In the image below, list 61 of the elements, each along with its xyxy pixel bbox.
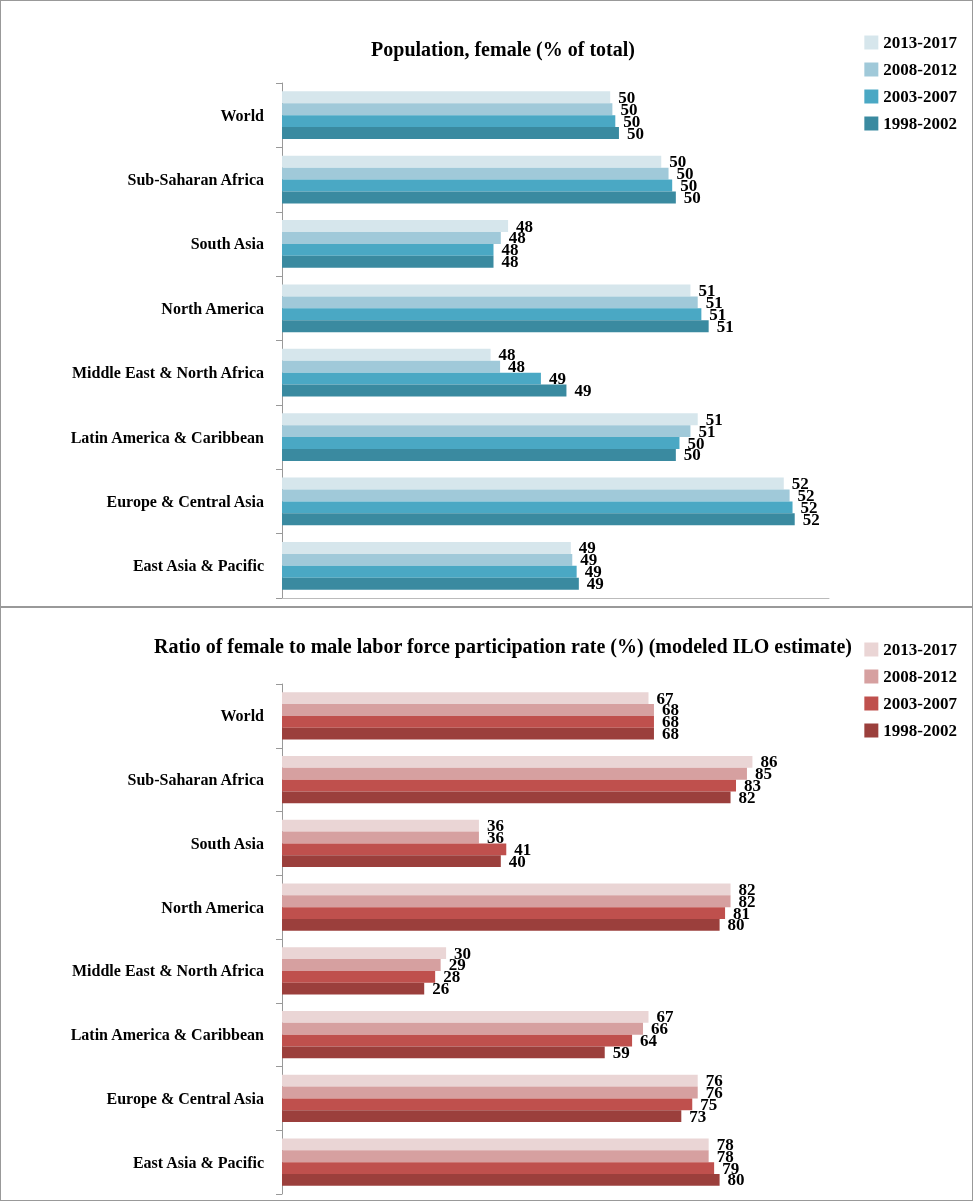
y-tick-label: East Asia & Pacific [132, 1153, 264, 1171]
bar [282, 704, 654, 716]
bar [282, 982, 425, 995]
y-tick-label: Sub-Saharan Africa [127, 771, 264, 789]
bar [282, 1074, 698, 1087]
y-tick-label: Europe & Central Asia [106, 492, 264, 511]
bar [282, 959, 441, 971]
data-label: 59 [612, 1042, 630, 1062]
y-tick-label: Sub-Saharan Africa [127, 171, 264, 189]
bar [282, 1034, 633, 1047]
y-tick-label: Middle East & North Africa [72, 364, 264, 382]
y-tick-label: Middle East & North Africa [72, 962, 264, 980]
bar [282, 727, 654, 740]
bar [282, 895, 731, 908]
bar [282, 692, 649, 705]
legend-label: 1998-2002 [883, 721, 958, 740]
bar [282, 1046, 605, 1059]
bar [282, 1022, 644, 1035]
bar [282, 843, 507, 856]
bar [282, 831, 479, 844]
bar [282, 767, 747, 780]
legend-label: 2008-2012 [883, 60, 958, 79]
y-tick-label: World [220, 106, 265, 124]
bar [282, 883, 731, 896]
data-label: 49 [574, 381, 592, 401]
legend-label: 2003-2007 [883, 87, 958, 106]
bar [282, 1173, 720, 1186]
bar [282, 1138, 709, 1151]
bar [282, 1110, 682, 1122]
y-tick-label: Latin America & Caribbean [70, 428, 265, 446]
y-tick-label: North America [161, 299, 264, 317]
bar [282, 791, 731, 804]
bar [282, 1086, 698, 1099]
y-tick-label: World [220, 707, 265, 725]
bar [282, 855, 501, 867]
y-tick-label: South Asia [190, 834, 264, 852]
bar [282, 1150, 709, 1163]
legend-label: 2008-2012 [883, 667, 958, 686]
bar [282, 907, 726, 919]
y-tick-label: Europe & Central Asia [106, 1089, 264, 1108]
bar [282, 918, 720, 931]
bar [282, 819, 479, 832]
y-tick-label: East Asia & Pacific [132, 557, 264, 575]
legend-label: 1998-2002 [883, 114, 958, 133]
bar [282, 947, 447, 960]
legend-label: 2003-2007 [883, 694, 958, 713]
legend-label: 2013-2017 [883, 33, 958, 52]
legend-label: 2013-2017 [883, 640, 958, 659]
bar [282, 1162, 715, 1174]
bar [282, 1011, 649, 1023]
bar [282, 715, 654, 728]
y-tick-label: South Asia [190, 235, 264, 253]
bar [282, 756, 753, 768]
y-tick-label: North America [161, 898, 264, 916]
chart-title: Ratio of female to male labor force participation rate (%) (modeled ILO estimate) [154, 635, 852, 658]
bar [282, 970, 436, 983]
data-label: 49 [548, 369, 566, 389]
y-tick-label: Latin America & Caribbean [70, 1026, 265, 1044]
bar [282, 1098, 693, 1111]
chart-title: Population, female (% of total) [371, 38, 635, 61]
bar [282, 779, 737, 792]
